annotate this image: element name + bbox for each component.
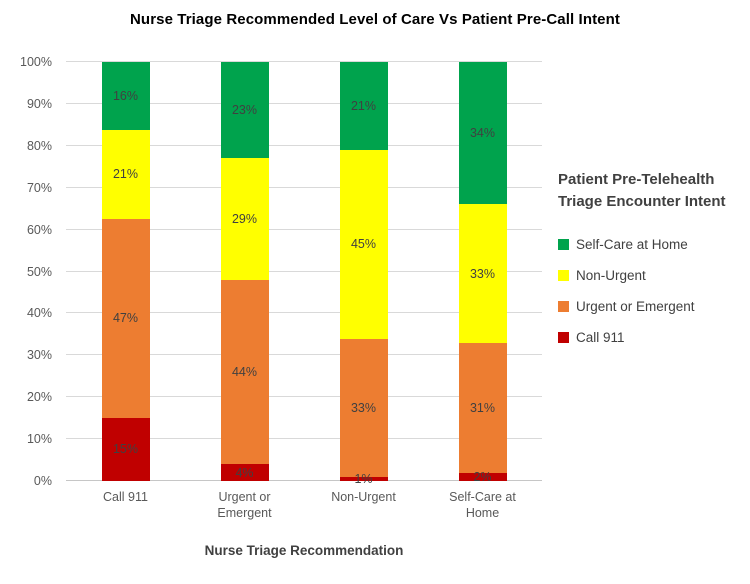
bar-segment-urgent-or-emergent: 44% [220,279,269,465]
legend-swatch-self-care-at-home [558,238,569,250]
data-label: 34% [469,126,496,141]
bar-segment-non-urgent: 29% [220,158,269,280]
legend: Patient Pre-Telehealth Triage Encounter … [558,169,748,359]
bar-slot-non-urgent: 1% 33% 45% 21% [304,62,423,486]
stacked-bar-call-911: 15% 47% 21% 16% [101,62,150,481]
bar-segment-non-urgent: 33% [458,204,507,343]
y-tick-label-90: 90% [26,96,52,111]
data-label: 1% [354,471,373,486]
bar-segment-call-911: 2% [458,470,507,484]
legend-item-non-urgent: Non-Urgent [558,266,748,284]
data-label: 29% [231,212,258,227]
legend-swatch-call-911 [558,331,569,343]
legend-label-self-care-at-home: Self-Care at Home [576,236,688,252]
bar-slot-self-care-at-home: 2% 31% 33% 34% [423,62,542,484]
x-category-label-urgent-or-emergent: Urgent or Emergent [217,490,272,520]
y-tick-label-40: 40% [26,306,52,321]
y-tick-label-80: 80% [26,138,52,153]
bar-segment-self-care-at-home: 16% [101,62,150,130]
bar-segment-call-911: 15% [101,417,150,481]
y-tick-label-30: 30% [26,348,52,363]
bar-segment-self-care-at-home: 34% [458,62,507,205]
bar-segment-non-urgent: 45% [339,150,388,339]
y-tick-label-20: 20% [26,390,52,405]
gridline-0 [66,480,542,481]
gridline-40 [66,312,542,314]
legend-swatch-non-urgent [558,269,569,281]
x-category-label-non-urgent: Non-Urgent [331,490,396,504]
y-tick-label-10: 10% [26,432,52,447]
y-tick-label-100: 100% [20,55,52,69]
legend-title: Patient Pre-Telehealth Triage Encounter … [558,171,726,210]
x-axis-title: Nurse Triage Recommendation [204,543,404,558]
data-label: 44% [231,365,258,380]
gridline-70 [66,186,542,188]
bar-slot-urgent-or-emergent: 4% 44% 29% 23% [185,62,304,481]
y-tick-label-0: 0% [33,474,52,488]
data-label: 33% [350,400,377,415]
bar-segment-self-care-at-home: 21% [339,62,388,150]
legend-swatch-urgent-or-emergent [558,300,569,312]
gridline-60 [66,228,542,230]
gridline-90 [66,102,542,104]
bar-segment-call-911: 4% [220,464,269,481]
gridline-80 [66,144,542,146]
y-tick-label-70: 70% [26,180,52,195]
data-label: 47% [112,311,139,326]
y-tick-label-60: 60% [26,222,52,237]
data-label: 33% [469,266,496,281]
gridline-30 [66,354,542,356]
bar-segment-urgent-or-emergent: 33% [339,338,388,477]
data-label: 16% [112,88,139,103]
data-label: 21% [350,99,377,113]
x-category-label-self-care-at-home: Self-Care at Home [449,490,516,520]
gridline-10 [66,438,542,440]
bar-segment-urgent-or-emergent: 47% [101,218,150,418]
bar-segment-non-urgent: 21% [101,129,150,219]
data-label: 23% [231,103,258,118]
data-label: 31% [469,400,496,415]
chart-title: Nurse Triage Recommended Level of Care V… [130,11,620,28]
bar-segment-urgent-or-emergent: 31% [458,342,507,473]
legend-label-call-911: Call 911 [576,329,625,345]
stacked-bar-self-care-at-home: 2% 31% 33% 34% [458,62,507,484]
y-axis: 0% 10% 20% 30% 40% 50% 60% 70% 80% 90% 100% [0,55,58,488]
gridline-20 [66,396,542,398]
legend-item-call-911: Call 911 [558,328,748,346]
y-tick-label-50: 50% [26,264,52,279]
x-axis-labels: Call 911 Urgent or Emergent Non-Urgent Self… [66,489,542,531]
data-label: 15% [112,442,139,457]
data-label: 4% [235,465,254,480]
data-label: 45% [350,237,377,252]
stacked-bar-urgent-or-emergent: 4% 44% 29% 23% [220,62,269,481]
gridline-50 [66,270,542,272]
legend-item-urgent-or-emergent: Urgent or Emergent [558,297,748,315]
legend-label-non-urgent: Non-Urgent [576,267,646,283]
data-label: 21% [112,167,139,182]
data-label: 2% [473,469,492,484]
bar-segment-call-911: 1% [339,472,388,486]
gridline-100 [66,61,542,62]
x-category-label-call-911: Call 911 [103,490,148,504]
bar-slot-call-911: 15% 47% 21% 16% [66,62,185,481]
legend-items: Self-Care at Home Non-Urgent Urgent or Eme… [558,235,748,346]
legend-label-urgent-or-emergent: Urgent or Emergent [576,298,695,314]
plot-area: 15% 47% 21% 16% 4% 44% 29% 23% 1% 33% 45% 21% 2% 31% 3… [66,61,542,486]
bar-segment-self-care-at-home: 23% [220,62,269,159]
legend-item-self-care-at-home: Self-Care at Home [558,235,748,253]
stacked-bar-non-urgent: 1% 33% 45% 21% [339,62,388,486]
